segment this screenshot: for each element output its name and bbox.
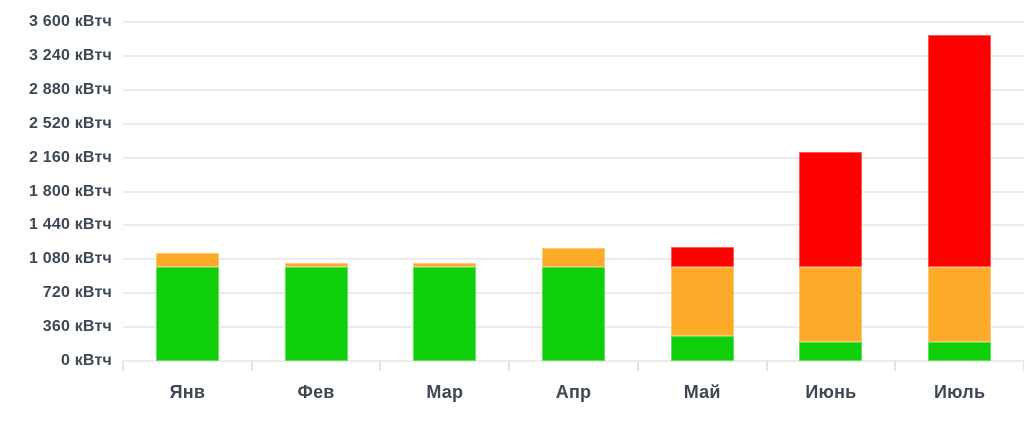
gridline <box>123 122 1024 125</box>
y-axis-tick-label: 1 440 кВтч <box>29 216 112 234</box>
bar-segment-red-Май <box>670 247 734 267</box>
x-axis-category-label: Июнь <box>805 382 857 402</box>
x-axis-tick <box>508 361 511 371</box>
bar-segment-green-Фев <box>284 266 348 361</box>
x-axis-category-label: Май <box>683 382 721 402</box>
bar-segment-orange-Апр <box>542 248 605 267</box>
x-axis-tick <box>636 361 639 371</box>
x-axis-tick <box>765 361 768 371</box>
bar-segment-green-Мар <box>413 266 477 361</box>
x-axis-tick <box>894 361 897 371</box>
y-axis-tick-label: 1 800 кВтч <box>29 182 112 200</box>
gridline <box>123 156 1024 159</box>
y-axis-tick-label: 3 600 кВтч <box>29 13 112 30</box>
x-axis-category-label: Июль <box>934 382 986 402</box>
bar-segment-green-Апр <box>542 266 605 361</box>
x-axis-baseline <box>123 360 1024 362</box>
bar-segment-orange-Фев <box>284 262 348 267</box>
y-axis-tick-label: 2 880 кВтч <box>29 80 112 98</box>
gridline <box>123 21 1024 23</box>
x-axis-tick <box>250 361 253 371</box>
y-axis-tick-label: 3 240 кВтч <box>29 46 112 64</box>
y-axis-tick-label: 0 кВтч <box>60 352 112 369</box>
bar-segment-green-Янв <box>155 266 219 361</box>
bar-segment-orange-Мар <box>413 262 477 267</box>
x-axis-category-label: Янв <box>169 382 206 402</box>
gridline <box>123 88 1024 91</box>
x-axis-tick <box>122 361 124 371</box>
gridline <box>123 54 1024 57</box>
gridline <box>123 190 1024 193</box>
y-axis-tick-label: 2 520 кВтч <box>29 114 112 132</box>
y-axis-tick-label: 360 кВтч <box>42 318 112 336</box>
bar-segment-orange-Июль <box>928 266 992 343</box>
gridline <box>123 224 1024 227</box>
x-axis-tick <box>379 361 382 371</box>
y-axis-tick-label: 1 080 кВтч <box>29 250 112 268</box>
bar-segment-orange-Май <box>670 266 734 336</box>
x-axis-category-label: Апр <box>555 382 592 402</box>
y-axis-tick-label: 2 160 кВтч <box>29 148 112 166</box>
bar-segment-green-Май <box>670 335 734 361</box>
bar-segment-orange-Янв <box>155 252 219 267</box>
bar-segment-green-Июль <box>928 342 992 361</box>
x-axis-category-label: Мар <box>426 382 464 402</box>
x-axis-category-label: Фев <box>297 382 335 402</box>
bar-segment-orange-Июнь <box>799 266 863 343</box>
y-axis-tick-label: 720 кВтч <box>42 284 112 302</box>
bar-segment-red-Июнь <box>799 151 863 267</box>
bar-segment-green-Июнь <box>799 342 863 361</box>
bar-segment-red-Июль <box>928 35 992 267</box>
